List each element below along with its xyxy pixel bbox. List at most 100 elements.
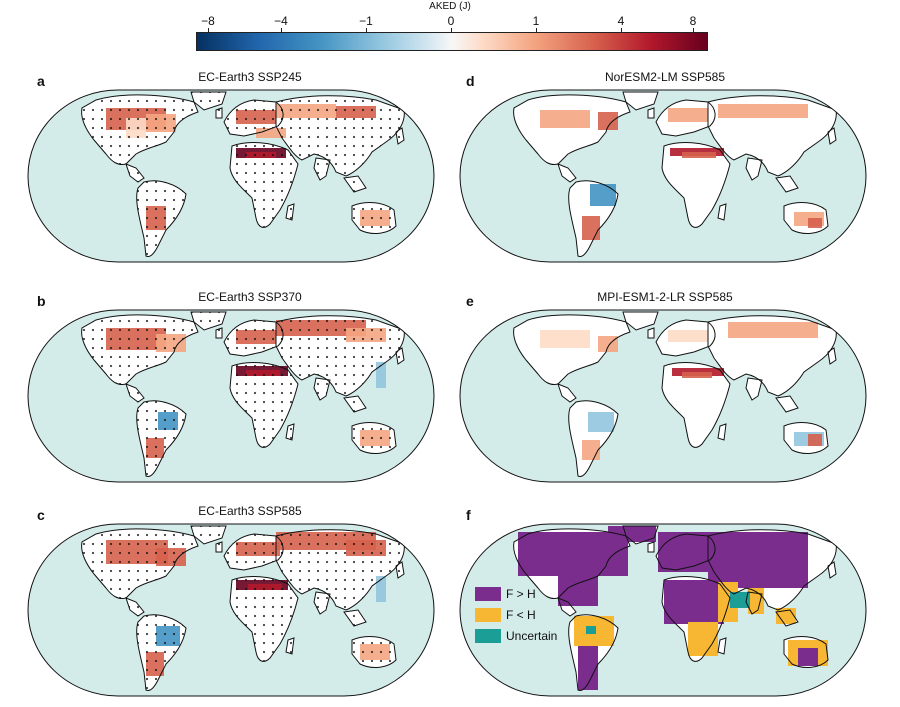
coastline-australia: [351, 636, 397, 668]
map-c: [27, 523, 435, 697]
coastline-madagascar: [717, 423, 727, 441]
significance-stipple: [126, 598, 144, 616]
significance-stipple: [276, 529, 405, 610]
map-b: [27, 309, 435, 483]
colorbar-tick-label: 4: [617, 14, 625, 28]
coastline-india: [313, 591, 331, 615]
coastline-africa: [661, 362, 731, 448]
panel-letter-e: e: [466, 293, 474, 309]
panel-title-b: EC-Earth3 SSP370: [198, 290, 302, 304]
coastline-japan: [827, 127, 837, 145]
aked-cell: [582, 216, 600, 240]
land-uk: [648, 328, 654, 338]
panel-title-e: MPI-ESM1-2-LR SSP585: [597, 290, 733, 304]
coastline-uk: [647, 327, 655, 339]
significance-stipple: [81, 528, 198, 599]
coastline-greenland: [622, 525, 659, 545]
colorbar-tick-label: −1: [359, 14, 373, 28]
colorbar-tick-mark: [366, 28, 367, 33]
coastline-camerica: [125, 597, 145, 617]
panel-letter-a: a: [37, 73, 45, 89]
coastline-asia: [275, 95, 405, 177]
aked-cell: [588, 412, 614, 432]
coastline-asia: [707, 95, 837, 177]
aked-cell: [668, 108, 708, 122]
significance-stipple: [230, 362, 298, 448]
coastline-europe: [223, 99, 284, 137]
aked-cell: [256, 128, 286, 138]
coastline-namerica: [513, 314, 631, 385]
coastline-seasia: [775, 609, 799, 627]
coastline-asia: [707, 315, 837, 397]
land-africa: [662, 142, 730, 228]
significance-stipple: [224, 320, 284, 356]
coastline-samerica: [568, 180, 619, 257]
land-japan: [828, 128, 836, 144]
map-content: [513, 91, 837, 257]
coastline-india: [313, 377, 331, 401]
coastline-europe: [223, 319, 284, 357]
legend-label: F > H: [506, 586, 536, 601]
land-uk: [648, 108, 654, 118]
coastline-madagascar: [285, 637, 295, 655]
coastline-japan: [395, 561, 405, 579]
coastline-namerica: [81, 528, 199, 599]
category-cell: [586, 626, 596, 634]
coastline-asia: [275, 315, 405, 397]
legend-swatch-f-lt-h: [475, 607, 501, 622]
aked-cell: [590, 184, 616, 206]
aked-cell: [682, 372, 712, 378]
coastline-europe: [655, 99, 716, 137]
coastline-seasia: [343, 175, 367, 193]
coastline-namerica: [513, 528, 631, 599]
coastline-uk: [647, 107, 655, 119]
aked-cell: [718, 104, 808, 118]
legend-item: Uncertain: [475, 625, 557, 646]
significance-stipple: [224, 534, 284, 570]
category-cell: [688, 622, 718, 656]
coastline-camerica: [125, 163, 145, 183]
coastline-africa: [661, 142, 731, 228]
coastline-india: [745, 591, 763, 615]
coastline-greenland: [622, 91, 659, 111]
significance-stipple: [396, 128, 404, 144]
coastline-namerica: [81, 94, 199, 165]
colorbar-title: AKED (J): [429, 1, 471, 12]
land-camerica: [558, 384, 576, 402]
coastline-india: [745, 157, 763, 181]
map-frame: [459, 523, 867, 697]
map-content: [513, 311, 837, 477]
coastline-uk: [647, 541, 655, 553]
coastline-samerica: [136, 180, 187, 257]
map-d: [459, 89, 867, 263]
significance-stipple: [81, 94, 198, 165]
land-japan: [828, 562, 836, 578]
panel-title-a: EC-Earth3 SSP245: [198, 70, 302, 84]
category-cell: [608, 526, 656, 542]
significance-stipple: [396, 562, 404, 578]
significance-stipple: [136, 400, 186, 477]
significance-stipple: [81, 314, 198, 385]
coastline-namerica: [81, 314, 199, 385]
coastline-madagascar: [285, 203, 295, 221]
map-e: [459, 309, 867, 483]
map-frame: [27, 309, 435, 483]
coastline-europe: [655, 319, 716, 357]
colorbar-tick-label: −4: [274, 14, 288, 28]
category-cell: [730, 592, 750, 608]
coastline-camerica: [557, 163, 577, 183]
category-cell: [798, 648, 818, 666]
coastline-europe: [223, 533, 284, 571]
significance-stipple: [126, 384, 144, 402]
colorbar-tick-mark: [208, 28, 209, 33]
significance-stipple: [352, 636, 396, 668]
coastline-samerica: [136, 614, 187, 691]
significance-stipple: [230, 142, 298, 228]
significance-stipple: [352, 422, 396, 454]
aked-cell: [540, 110, 590, 128]
significance-stipple: [396, 348, 404, 364]
colorbar-tick-label: 0: [447, 14, 455, 28]
significance-stipple: [230, 576, 298, 662]
coastline-australia: [783, 636, 829, 668]
coastline-seasia: [775, 395, 799, 413]
